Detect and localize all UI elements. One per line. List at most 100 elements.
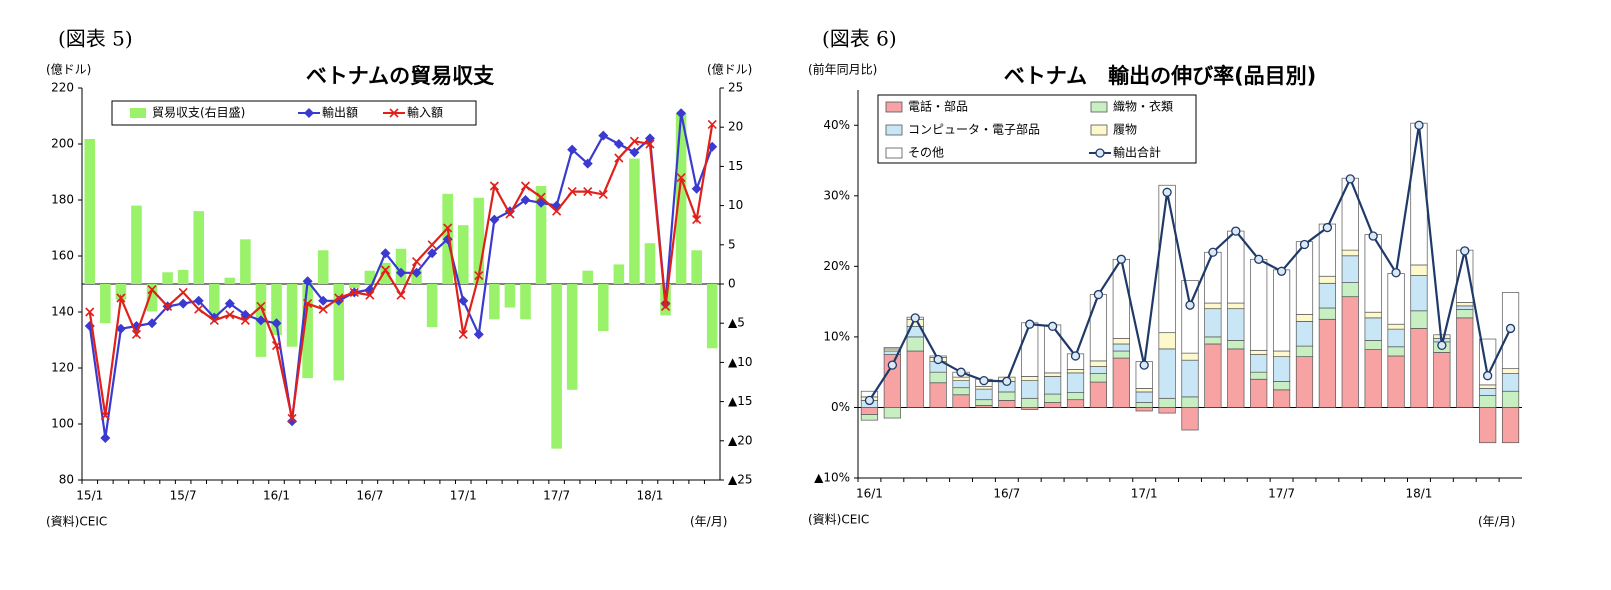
bar [860,407,879,415]
point [520,181,531,191]
point [427,240,437,250]
point [887,360,897,370]
legend-label: 輸出額 [322,105,358,120]
point [582,158,593,169]
bar [1501,390,1520,408]
bar [1364,340,1382,350]
bar [1044,402,1062,408]
bar [224,277,236,284]
point [256,301,266,311]
point [536,192,546,202]
y2-axis-label: (億ドル) [707,63,752,77]
bar [1318,307,1336,320]
point [115,323,126,334]
point [910,313,920,323]
bar [629,158,640,284]
bar [1387,328,1405,348]
point [1483,371,1493,381]
legend-label: 電話・部品 [908,99,968,114]
x-tick-label: 16/1 [263,489,290,503]
yticks-label: ▲10% [814,471,850,485]
bar [1135,402,1153,408]
figure-label: (図表 6) [822,27,897,51]
chart-title: ベトナム 輸出の伸び率(品目別) [1004,64,1317,88]
bar [1089,373,1108,383]
bar [906,350,924,408]
bar [1227,308,1245,341]
bar [1181,359,1199,398]
bar [1364,311,1382,319]
point [209,315,219,325]
legend-marker [389,108,399,118]
bar [1227,348,1245,408]
bar [566,284,578,390]
bar [1181,280,1199,354]
point [474,271,484,281]
bar [193,211,204,284]
x-tick-label: 18/1 [1405,487,1432,501]
point [864,395,875,406]
point [613,139,624,149]
point [1460,246,1470,256]
point [225,310,235,320]
bar [1021,376,1039,381]
bar [1044,372,1062,377]
bar [1021,397,1039,408]
bar [1066,399,1085,408]
bar [1364,349,1382,408]
x-tick-label: 16/1 [856,487,883,501]
point [1414,120,1424,130]
bar [1456,309,1474,319]
x-tick-label: 17/1 [450,489,477,503]
point [505,209,515,219]
point [473,329,484,340]
y2ticks-label: 20 [728,120,743,134]
point [676,108,687,119]
legend-swatch [1090,101,1108,113]
bar [1112,337,1130,345]
bar [1135,388,1153,393]
bar [1272,389,1291,408]
bar [1456,317,1474,408]
y2ticks-label: 5 [728,237,736,251]
bar [1341,255,1359,283]
x-tick-label: 16/7 [993,487,1020,501]
legend-swatch [885,124,903,136]
point [100,433,111,443]
legend-marker [304,108,314,118]
bar [691,250,702,284]
point [933,354,943,365]
point [116,293,126,303]
x-tick-label: 17/7 [543,489,570,503]
yticks-label: 40% [823,118,850,132]
point [1299,239,1310,250]
point [85,307,95,317]
point [489,214,500,225]
bar [1295,321,1314,347]
bar [302,284,313,379]
bar [1456,301,1474,307]
legend-swatch [1090,124,1108,136]
bar [426,284,438,328]
point [334,293,344,303]
point [1231,226,1241,236]
bar [1181,352,1199,361]
bar [1479,407,1497,444]
point [1322,222,1333,233]
bar [1089,294,1108,362]
point [598,130,609,141]
yticks-label: 200 [51,137,74,151]
bar [998,391,1016,401]
point [224,298,235,309]
bar [1341,296,1359,408]
yticks-label: 120 [51,361,74,375]
point [287,413,297,423]
x-tick-label: 16/7 [356,489,383,503]
bar [1387,355,1405,408]
bar [975,385,993,390]
yticks-label: 20% [823,259,850,273]
bar [395,248,407,284]
bar [1318,275,1336,284]
